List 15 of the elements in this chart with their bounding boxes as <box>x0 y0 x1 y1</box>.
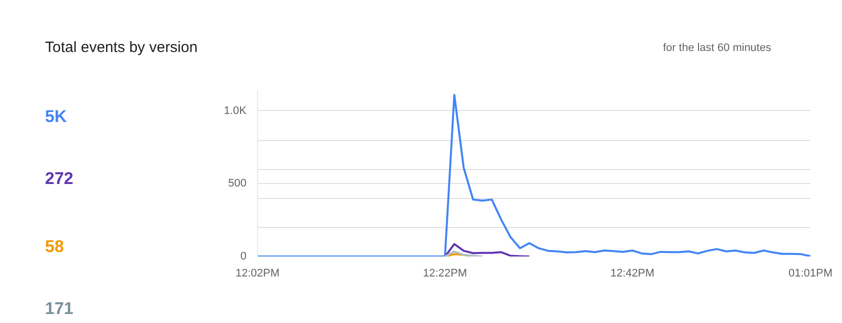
y-tick-label: 0 <box>240 250 247 262</box>
x-tick-label: 12:22PM <box>422 268 467 280</box>
text: 272 <box>45 168 74 190</box>
y-tick-label: 500 <box>228 178 247 190</box>
text: 5K <box>45 106 67 128</box>
chart-subtitle: for the last 60 minutes <box>663 41 772 56</box>
x-tick-label: 12:42PM <box>610 268 654 280</box>
line-series <box>258 94 810 256</box>
x-tick-label: 01:01PM <box>788 268 833 280</box>
text: 171 <box>45 298 74 320</box>
y-tick-label: 1.0K <box>224 104 248 117</box>
x-tick-label: 12:02PM <box>235 268 280 280</box>
text: 58 <box>45 236 64 258</box>
line-series <box>444 243 530 256</box>
text: Total events by version <box>45 38 198 58</box>
